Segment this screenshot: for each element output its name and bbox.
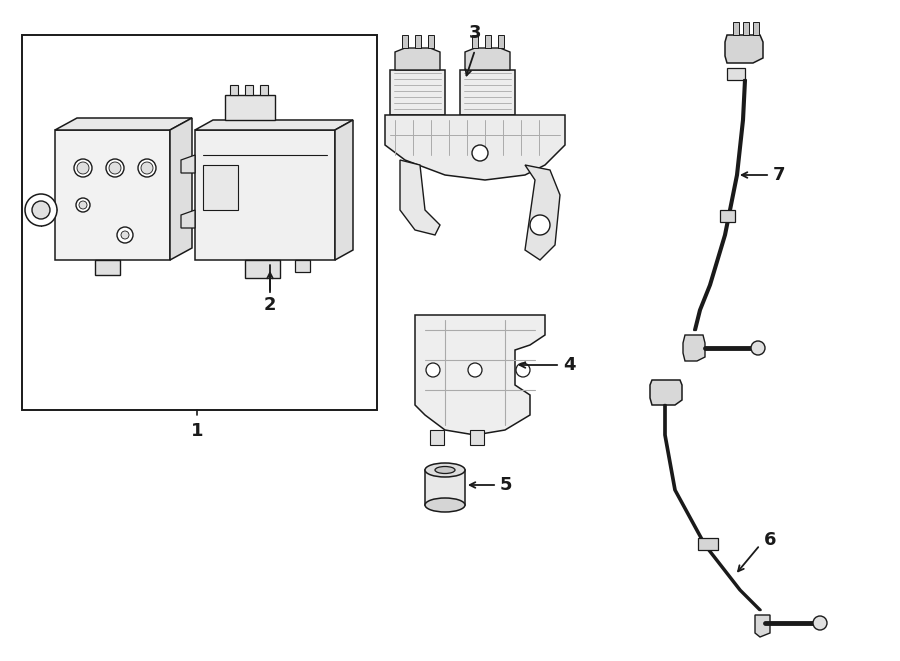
Ellipse shape xyxy=(425,498,465,512)
Circle shape xyxy=(472,145,488,161)
Polygon shape xyxy=(402,35,408,48)
Bar xyxy=(698,538,718,550)
Polygon shape xyxy=(755,615,770,637)
Polygon shape xyxy=(260,85,268,95)
Polygon shape xyxy=(230,85,238,95)
Polygon shape xyxy=(525,165,560,260)
Bar xyxy=(425,470,465,505)
Polygon shape xyxy=(170,118,192,260)
Ellipse shape xyxy=(425,463,465,477)
Text: 2: 2 xyxy=(264,296,276,314)
Polygon shape xyxy=(430,430,444,445)
Text: 5: 5 xyxy=(500,476,512,494)
Circle shape xyxy=(74,159,92,177)
Circle shape xyxy=(106,159,124,177)
Circle shape xyxy=(79,201,87,209)
Circle shape xyxy=(426,363,440,377)
Polygon shape xyxy=(727,68,745,80)
Polygon shape xyxy=(725,35,763,63)
Polygon shape xyxy=(390,70,445,115)
Text: 4: 4 xyxy=(563,356,575,374)
Polygon shape xyxy=(650,380,682,405)
Circle shape xyxy=(751,341,765,355)
Polygon shape xyxy=(498,35,504,48)
Circle shape xyxy=(77,162,89,174)
Polygon shape xyxy=(472,35,478,48)
Polygon shape xyxy=(400,160,440,235)
Polygon shape xyxy=(181,155,195,173)
Polygon shape xyxy=(460,70,515,115)
Circle shape xyxy=(121,231,129,239)
Circle shape xyxy=(117,227,133,243)
Polygon shape xyxy=(295,260,310,272)
Circle shape xyxy=(813,616,827,630)
Polygon shape xyxy=(415,315,545,435)
Polygon shape xyxy=(55,118,192,130)
Circle shape xyxy=(468,363,482,377)
Polygon shape xyxy=(485,35,491,48)
Ellipse shape xyxy=(435,467,455,473)
Polygon shape xyxy=(195,130,335,260)
Circle shape xyxy=(32,201,50,219)
Polygon shape xyxy=(470,430,484,445)
Circle shape xyxy=(76,198,90,212)
Polygon shape xyxy=(245,85,253,95)
Polygon shape xyxy=(743,22,749,35)
Bar xyxy=(22,35,377,410)
Circle shape xyxy=(141,162,153,174)
Polygon shape xyxy=(225,95,275,120)
Polygon shape xyxy=(385,115,565,180)
Polygon shape xyxy=(55,130,170,260)
Polygon shape xyxy=(95,260,120,275)
Polygon shape xyxy=(753,22,759,35)
Circle shape xyxy=(516,363,530,377)
Polygon shape xyxy=(733,22,739,35)
Text: 6: 6 xyxy=(764,531,777,549)
Circle shape xyxy=(138,159,156,177)
Text: 7: 7 xyxy=(773,166,786,184)
Polygon shape xyxy=(465,48,510,70)
Polygon shape xyxy=(335,120,353,260)
Polygon shape xyxy=(395,48,440,70)
Bar xyxy=(720,210,735,222)
Polygon shape xyxy=(181,210,195,228)
Text: 3: 3 xyxy=(469,24,482,42)
Polygon shape xyxy=(245,260,280,278)
Text: 1: 1 xyxy=(191,422,203,440)
Circle shape xyxy=(109,162,121,174)
Circle shape xyxy=(530,215,550,235)
Circle shape xyxy=(25,194,57,226)
Polygon shape xyxy=(415,35,421,48)
Bar xyxy=(203,165,238,210)
Polygon shape xyxy=(428,35,434,48)
Polygon shape xyxy=(683,335,705,361)
Polygon shape xyxy=(195,120,353,130)
